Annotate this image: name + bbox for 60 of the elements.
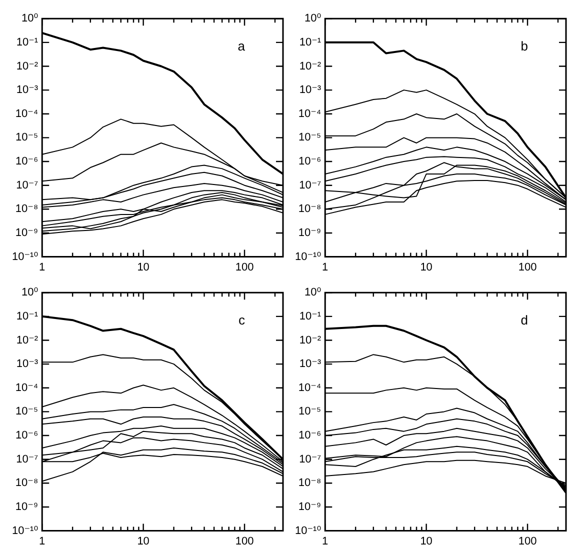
y-tick-label: 10⁻³ [299,84,322,96]
y-tick-label: 10⁻⁶ [16,156,38,168]
y-tick-label: 10⁰ [21,12,39,25]
x-tick-label: 100 [235,535,254,548]
y-tick-label: 10⁻² [16,60,38,72]
y-tick-label: 10⁻⁴ [15,108,38,120]
y-tick-label: 10⁻³ [16,84,38,96]
y-tick-label: 10⁻⁴ [15,382,38,394]
y-tick-label: 10⁻¹⁰ [12,250,39,263]
y-tick-label: 10⁻⁵ [298,406,322,418]
y-tick-label: 10⁻¹ [299,310,322,322]
y-tick-label: 10⁻⁹ [15,227,38,240]
annotation: b [520,38,528,54]
y-tick-label: 10⁻⁶ [298,156,322,168]
y-tick-label: 10⁻² [16,334,38,346]
y-tick-label: 10⁰ [304,12,322,25]
y-tick-label: 10⁻⁵ [298,132,322,144]
y-tick-label: 10⁻⁷ [299,179,322,192]
y-tick-label: 10⁻¹ [299,36,322,48]
x-tick-label: 10 [137,261,150,274]
y-tick-label: 10⁻⁸ [15,203,38,216]
y-tick-label: 10⁻⁸ [298,477,322,490]
x-tick-label: 1 [39,261,46,274]
y-tick-label: 10⁻¹ [16,310,38,322]
y-tick-label: 10⁻⁸ [298,203,322,216]
y-tick-label: 10⁻⁷ [299,453,322,466]
x-tick-label: 100 [235,261,254,274]
x-tick-label: 100 [518,535,537,548]
x-tick-label: 1 [322,535,328,548]
y-tick-label: 10⁻³ [299,358,322,370]
y-tick-label: 10⁻⁵ [16,406,38,418]
y-tick-label: 10⁻⁶ [16,430,38,442]
x-tick-label: 10 [420,261,432,274]
y-tick-label: 10⁻⁵ [16,132,38,144]
y-tick-label: 10⁻¹ [16,36,38,48]
y-tick-label: 10⁻⁴ [298,108,322,120]
y-tick-label: 10⁻⁹ [298,501,322,514]
y-tick-label: 10⁻² [299,334,322,346]
y-tick-label: 10⁻¹⁰ [12,524,39,537]
y-tick-label: 10⁻² [299,60,322,72]
x-tick-label: 10 [137,535,150,548]
x-tick-label: 10 [420,535,432,548]
y-tick-label: 10⁰ [304,286,322,299]
x-tick-label: 100 [518,261,537,274]
y-tick-label: 10⁻⁹ [15,501,38,514]
y-tick-label: 10⁻³ [16,358,38,370]
y-tick-label: 10⁻⁶ [298,430,322,442]
y-tick-label: 10⁻¹⁰ [294,524,322,537]
annotation: a [238,38,246,54]
y-tick-label: 10⁻¹⁰ [294,250,322,263]
annotation: d [520,312,528,328]
annotation: c [238,312,246,328]
y-tick-label: 10⁻⁹ [298,227,322,240]
x-tick-label: 1 [39,535,46,548]
y-tick-label: 10⁻⁸ [15,477,38,490]
y-tick-label: 10⁻⁷ [16,453,38,466]
y-tick-label: 10⁰ [21,286,39,299]
y-tick-label: 10⁻⁴ [298,382,322,394]
y-tick-label: 10⁻⁷ [16,179,38,192]
x-tick-label: 1 [322,261,328,274]
